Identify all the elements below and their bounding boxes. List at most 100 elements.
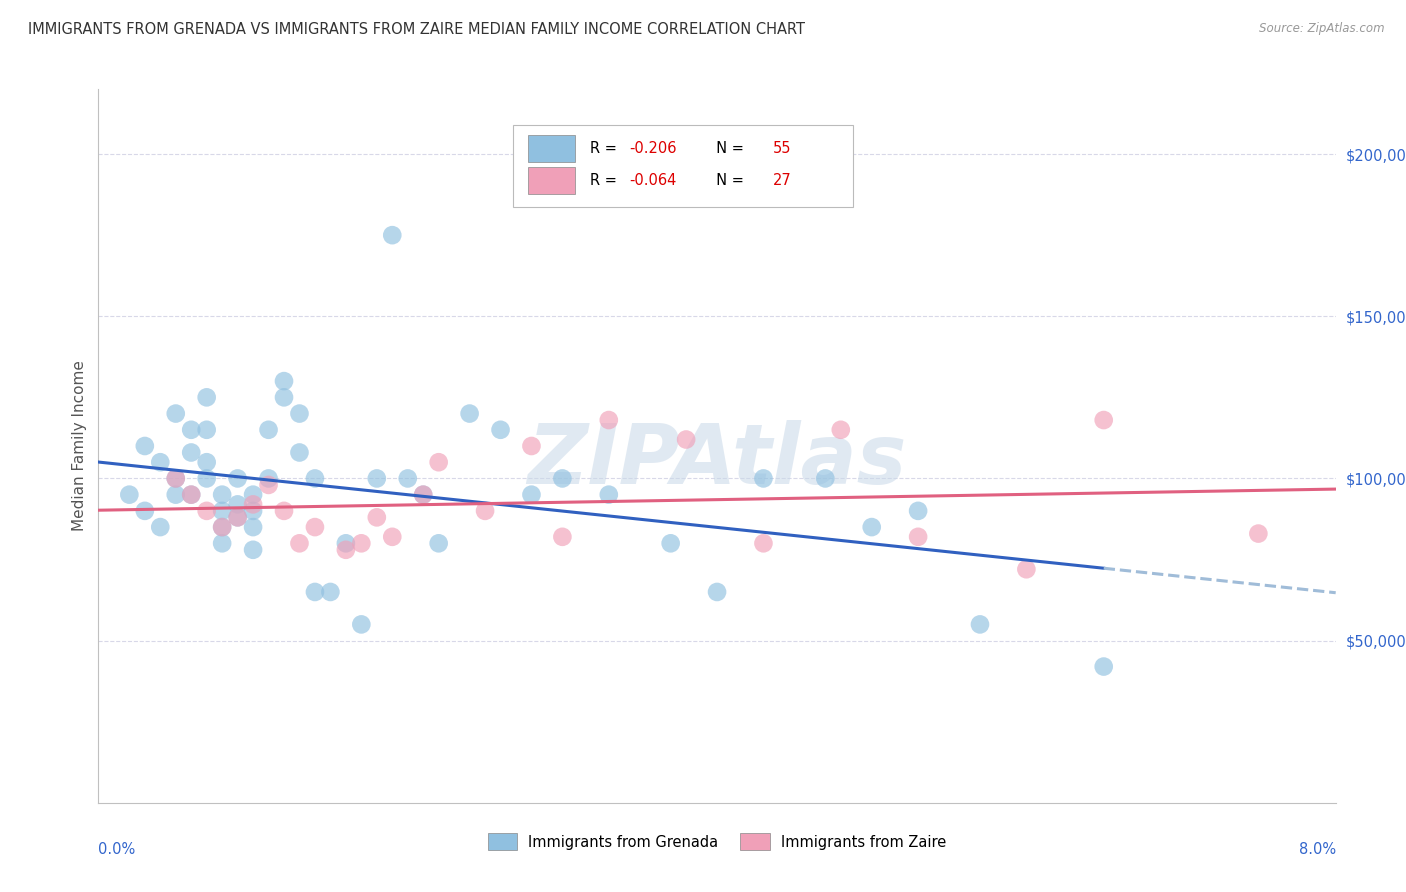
Point xyxy=(242,542,264,557)
Text: R =: R = xyxy=(589,141,621,156)
Text: N =: N = xyxy=(707,141,748,156)
Point xyxy=(180,423,202,437)
Point xyxy=(396,471,419,485)
Point xyxy=(226,471,249,485)
Point xyxy=(304,585,326,599)
Point xyxy=(195,455,218,469)
Point xyxy=(134,439,156,453)
Point xyxy=(288,407,311,421)
Point xyxy=(134,504,156,518)
Point xyxy=(257,423,280,437)
Point xyxy=(1092,659,1115,673)
Point xyxy=(211,504,233,518)
Point xyxy=(381,530,404,544)
Point xyxy=(165,471,187,485)
Point xyxy=(165,471,187,485)
FancyBboxPatch shape xyxy=(513,125,853,207)
Point xyxy=(860,520,883,534)
Point xyxy=(242,520,264,534)
Point xyxy=(273,390,295,404)
Point xyxy=(149,455,172,469)
Point xyxy=(273,504,295,518)
Point xyxy=(165,407,187,421)
Point xyxy=(118,488,141,502)
Point xyxy=(335,542,357,557)
Point xyxy=(257,478,280,492)
Point xyxy=(273,374,295,388)
Point xyxy=(427,536,450,550)
Point xyxy=(195,423,218,437)
Point xyxy=(165,488,187,502)
Point xyxy=(814,471,837,485)
Point xyxy=(520,439,543,453)
Text: -0.206: -0.206 xyxy=(630,141,676,156)
Text: 55: 55 xyxy=(773,141,792,156)
Text: Source: ZipAtlas.com: Source: ZipAtlas.com xyxy=(1260,22,1385,36)
Point xyxy=(830,423,852,437)
Point xyxy=(226,510,249,524)
Point xyxy=(489,423,512,437)
Point xyxy=(752,536,775,550)
Point xyxy=(304,471,326,485)
Text: IMMIGRANTS FROM GRENADA VS IMMIGRANTS FROM ZAIRE MEDIAN FAMILY INCOME CORRELATIO: IMMIGRANTS FROM GRENADA VS IMMIGRANTS FR… xyxy=(28,22,806,37)
Point xyxy=(288,445,311,459)
Text: 0.0%: 0.0% xyxy=(98,842,135,857)
Point xyxy=(226,510,249,524)
Text: R =: R = xyxy=(589,173,621,188)
Point xyxy=(474,504,496,518)
Point xyxy=(598,413,620,427)
Point xyxy=(381,228,404,243)
Point xyxy=(1092,413,1115,427)
Point xyxy=(551,530,574,544)
Point xyxy=(427,455,450,469)
Point xyxy=(180,488,202,502)
Point xyxy=(366,471,388,485)
Point xyxy=(180,488,202,502)
Point xyxy=(288,536,311,550)
Point xyxy=(551,471,574,485)
Point xyxy=(180,445,202,459)
Point xyxy=(211,520,233,534)
Point xyxy=(1247,526,1270,541)
Point xyxy=(412,488,434,502)
Point xyxy=(969,617,991,632)
Point xyxy=(350,536,373,550)
Bar xyxy=(527,135,575,162)
Point xyxy=(195,471,218,485)
Text: 27: 27 xyxy=(773,173,792,188)
Point xyxy=(350,617,373,632)
Point xyxy=(211,536,233,550)
Text: -0.064: -0.064 xyxy=(630,173,676,188)
Text: ZIPAtlas: ZIPAtlas xyxy=(527,420,907,500)
Point xyxy=(195,504,218,518)
Point xyxy=(211,488,233,502)
Point xyxy=(598,488,620,502)
Point xyxy=(1015,562,1038,576)
Text: 8.0%: 8.0% xyxy=(1299,842,1336,857)
Point xyxy=(520,488,543,502)
Point xyxy=(366,510,388,524)
Point xyxy=(195,390,218,404)
Point xyxy=(226,497,249,511)
Point xyxy=(335,536,357,550)
Point xyxy=(242,504,264,518)
Point xyxy=(242,497,264,511)
Point xyxy=(412,488,434,502)
Y-axis label: Median Family Income: Median Family Income xyxy=(72,360,87,532)
Point xyxy=(907,504,929,518)
Point xyxy=(304,520,326,534)
Point xyxy=(211,520,233,534)
Point xyxy=(907,530,929,544)
Point xyxy=(706,585,728,599)
Point xyxy=(319,585,342,599)
Point xyxy=(659,536,682,550)
Point xyxy=(149,520,172,534)
Point xyxy=(257,471,280,485)
Bar xyxy=(527,167,575,194)
Point xyxy=(752,471,775,485)
Point xyxy=(242,488,264,502)
Text: N =: N = xyxy=(707,173,748,188)
Point xyxy=(458,407,481,421)
Legend: Immigrants from Grenada, Immigrants from Zaire: Immigrants from Grenada, Immigrants from… xyxy=(482,828,952,856)
Point xyxy=(675,433,697,447)
